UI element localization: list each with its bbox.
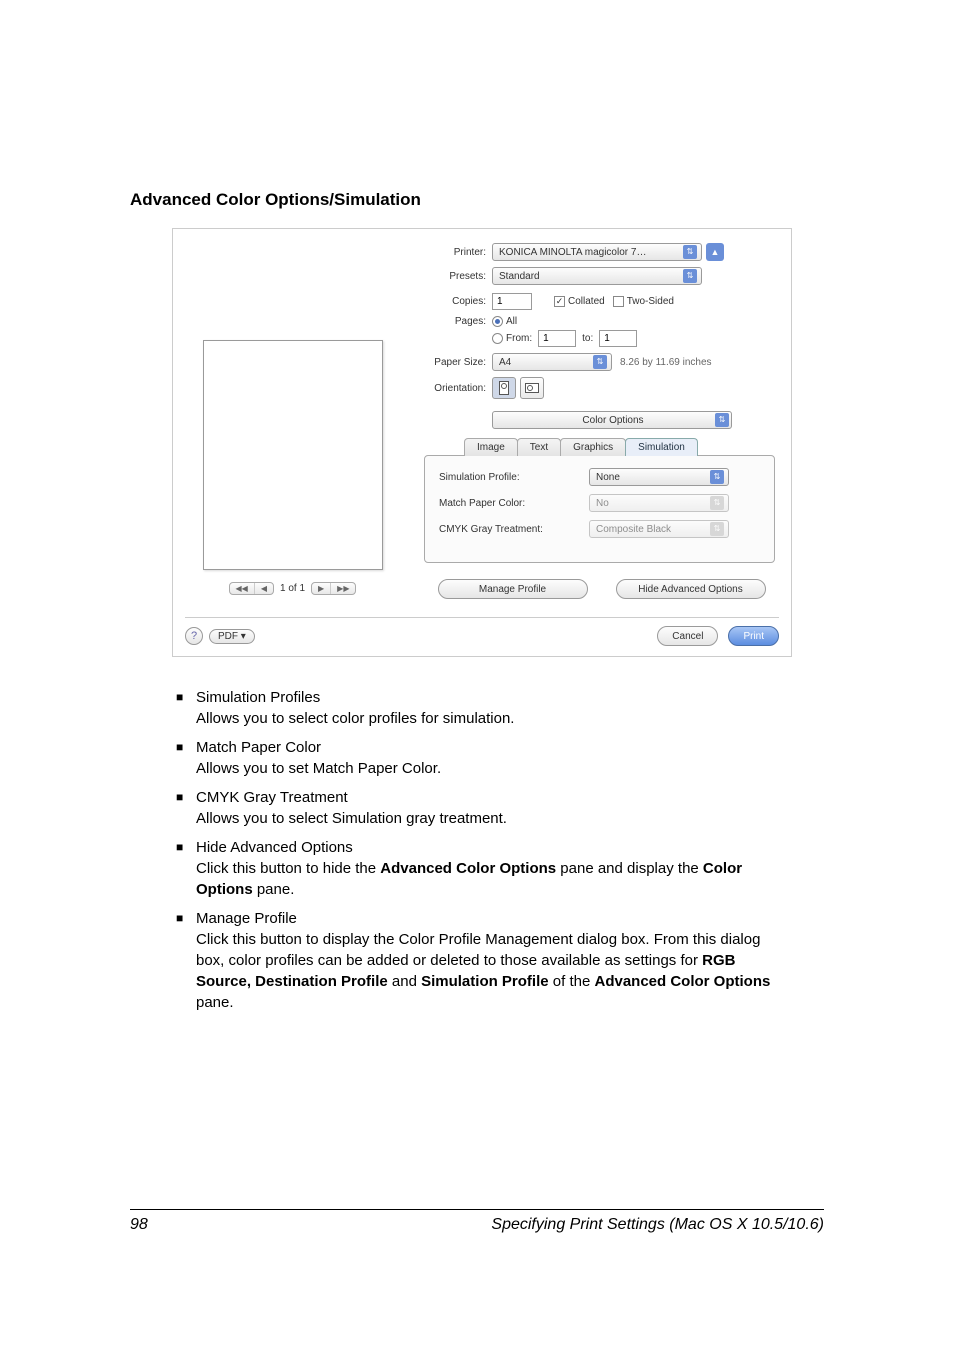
simulation-panel: Simulation Profile: None⇅ Match Paper Co… xyxy=(424,455,775,563)
page-footer: 98 Specifying Print Settings (Mac OS X 1… xyxy=(130,1209,824,1234)
tab-image[interactable]: Image xyxy=(464,438,518,456)
copies-input[interactable] xyxy=(492,293,532,310)
list-item: Match Paper ColorAllows you to set Match… xyxy=(176,737,778,779)
tab-simulation[interactable]: Simulation xyxy=(625,438,698,456)
tab-graphics[interactable]: Graphics xyxy=(560,438,626,456)
preview-counter: 1 of 1 xyxy=(280,583,305,594)
preview-next-group[interactable]: ▶▶▶ xyxy=(311,582,356,595)
list-item: Hide Advanced OptionsClick this button t… xyxy=(176,837,778,900)
cmyk-select: Composite Black⇅ xyxy=(589,520,729,538)
pages-from-radio[interactable] xyxy=(492,333,503,344)
printer-label: Printer: xyxy=(414,247,492,258)
collated-checkbox[interactable] xyxy=(554,296,565,307)
list-item: Manage ProfileClick this button to displ… xyxy=(176,908,778,1013)
from-input[interactable] xyxy=(538,330,576,347)
pane-select[interactable]: Color Options⇅ xyxy=(492,411,732,429)
matchpaper-label: Match Paper Color: xyxy=(439,498,589,509)
copies-label: Copies: xyxy=(414,296,492,307)
hide-advanced-button[interactable]: Hide Advanced Options xyxy=(616,579,766,599)
pages-all-label: All xyxy=(506,316,517,327)
page-number: 98 xyxy=(130,1216,148,1234)
papersize-dims: 8.26 by 11.69 inches xyxy=(620,357,712,368)
simprofile-label: Simulation Profile: xyxy=(439,472,589,483)
to-input[interactable] xyxy=(599,330,637,347)
cancel-button[interactable]: Cancel xyxy=(657,626,718,646)
presets-select[interactable]: Standard⇅ xyxy=(492,267,702,285)
list-item: CMYK Gray TreatmentAllows you to select … xyxy=(176,787,778,829)
manage-profile-button[interactable]: Manage Profile xyxy=(438,579,588,599)
printer-select[interactable]: KONICA MINOLTA magicolor 7…⇅ xyxy=(492,243,702,261)
pages-all-radio[interactable] xyxy=(492,316,503,327)
print-button[interactable]: Print xyxy=(728,626,779,646)
orientation-portrait[interactable] xyxy=(492,377,516,399)
footer-title: Specifying Print Settings (Mac OS X 10.5… xyxy=(491,1216,824,1234)
papersize-label: Paper Size: xyxy=(414,357,492,368)
bullet-list: Simulation ProfilesAllows you to select … xyxy=(176,687,778,1013)
list-item: Simulation ProfilesAllows you to select … xyxy=(176,687,778,729)
orientation-label: Orientation: xyxy=(414,383,492,394)
pages-from-label: From: xyxy=(506,333,532,344)
to-label: to: xyxy=(582,333,593,344)
pages-label: Pages: xyxy=(414,316,492,327)
preview-page xyxy=(203,340,383,570)
help-icon[interactable]: ? xyxy=(185,627,203,645)
preview-prev-group[interactable]: ◀◀◀ xyxy=(229,582,274,595)
cmyk-label: CMYK Gray Treatment: xyxy=(439,524,589,535)
tab-text[interactable]: Text xyxy=(517,438,561,456)
collated-label: Collated xyxy=(568,296,605,307)
simprofile-select[interactable]: None⇅ xyxy=(589,468,729,486)
print-dialog: ◀◀◀ 1 of 1 ▶▶▶ Printer: KONICA MINOLTA m… xyxy=(172,228,792,657)
printer-info-icon[interactable]: ▲ xyxy=(706,243,724,261)
pdf-button[interactable]: PDF ▾ xyxy=(209,629,255,644)
orientation-landscape[interactable] xyxy=(520,377,544,399)
papersize-select[interactable]: A4⇅ xyxy=(492,353,612,371)
two-sided-label: Two-Sided xyxy=(627,296,674,307)
matchpaper-select: No⇅ xyxy=(589,494,729,512)
section-title: Advanced Color Options/Simulation xyxy=(130,190,824,210)
two-sided-checkbox[interactable] xyxy=(613,296,624,307)
presets-label: Presets: xyxy=(414,271,492,282)
